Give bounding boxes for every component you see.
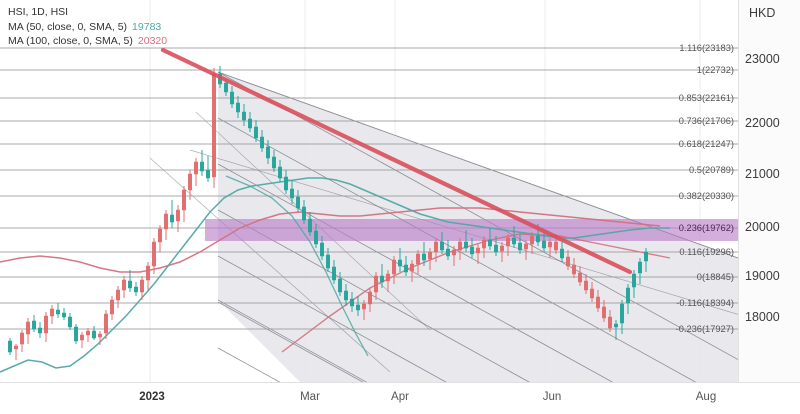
currency-label: HKD [749, 6, 776, 20]
price-tick: 18000 [745, 310, 780, 324]
time-axis[interactable]: 2023 Mar Apr Jun Aug [0, 382, 800, 414]
price-tick: 23000 [745, 52, 780, 66]
chart-canvas [0, 0, 738, 382]
price-tick: 19000 [745, 269, 780, 283]
time-tick: Jun [542, 391, 562, 403]
chart-plot-area[interactable]: 1.116(23183) 1(22732) 0.853(22161) 0.736(21… [0, 0, 738, 382]
price-tick: 20000 [745, 220, 780, 234]
time-tick: Mar [300, 391, 320, 403]
price-tick: 22000 [745, 116, 780, 130]
price-tick: 21000 [745, 167, 780, 181]
time-tick: Apr [391, 391, 409, 403]
time-tick: Aug [695, 391, 717, 403]
time-tick: 2023 [139, 391, 165, 403]
price-axis[interactable]: HKD 23000 22000 21000 20000 19000 18000 [738, 0, 800, 382]
